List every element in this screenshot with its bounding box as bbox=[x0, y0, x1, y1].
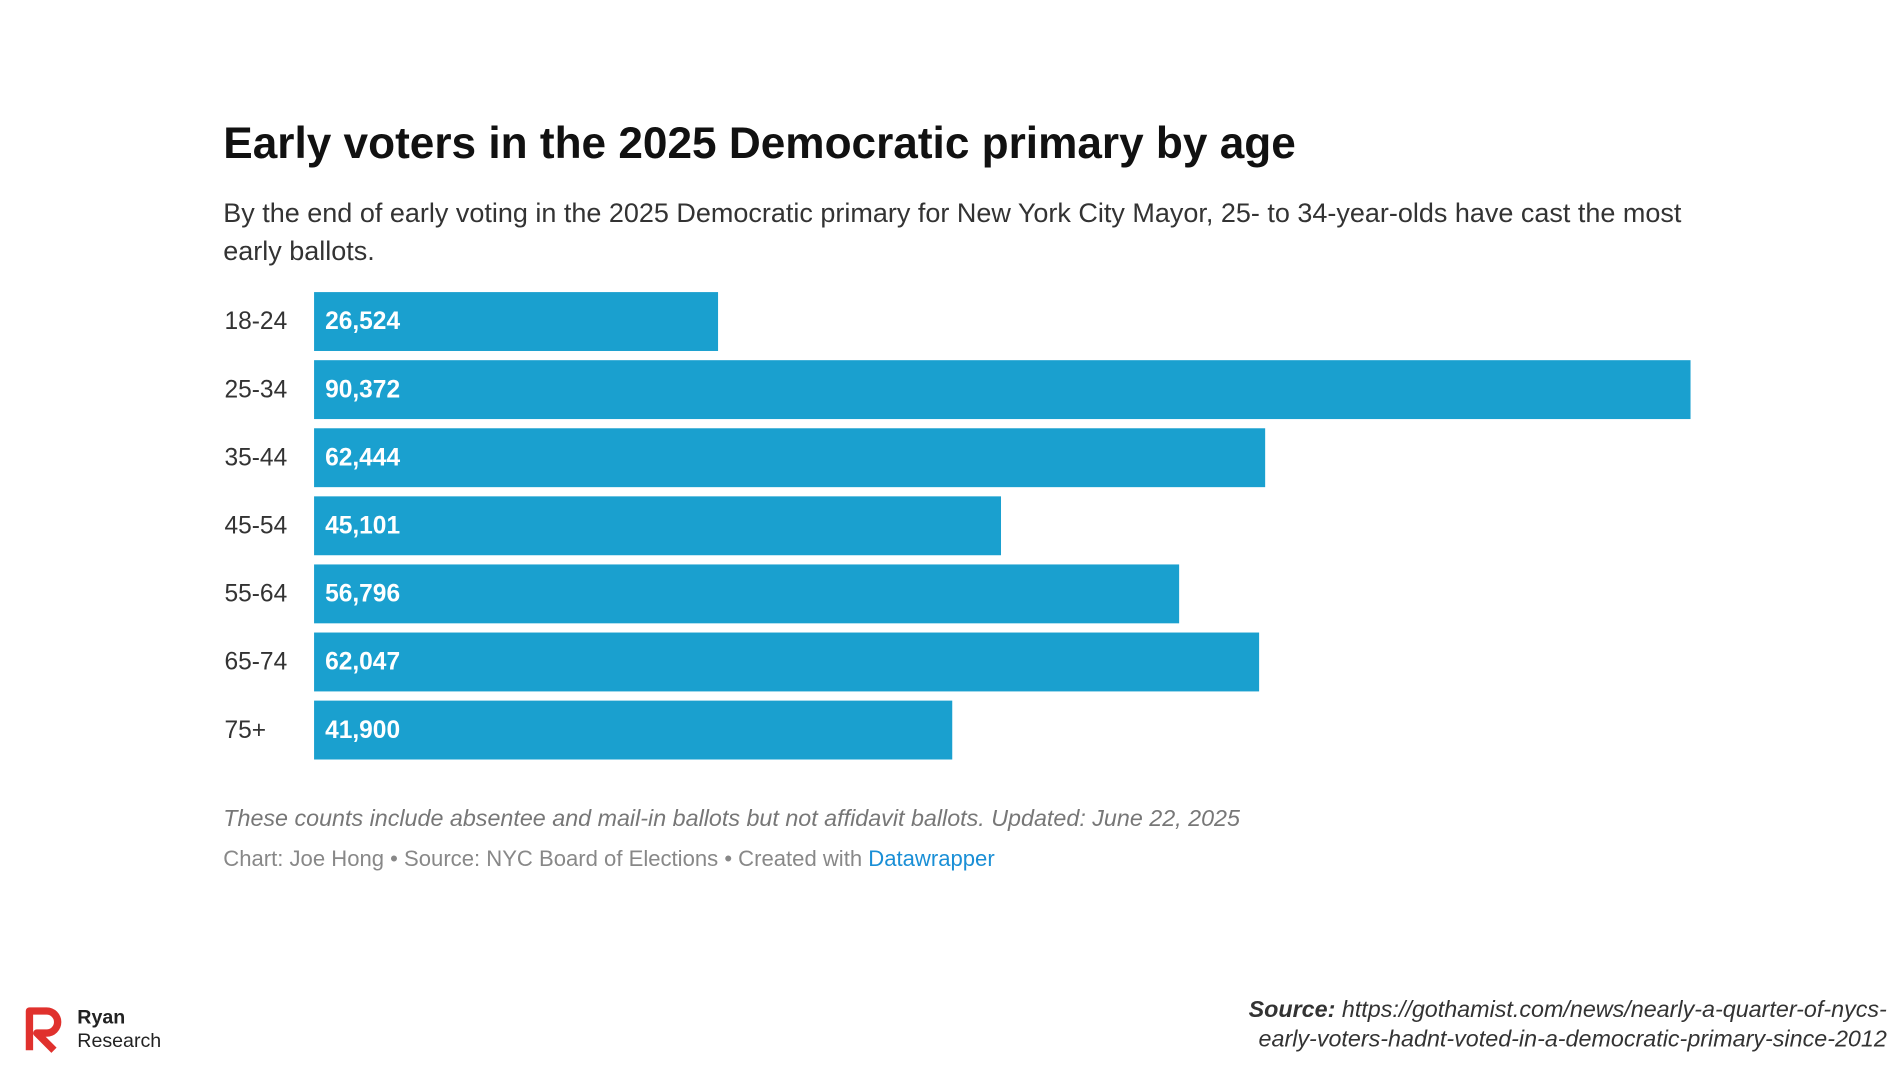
category-label: 75+ bbox=[225, 717, 267, 744]
category-label: 25-34 bbox=[225, 376, 288, 403]
source-box: Source: https://gothamist.com/news/nearl… bbox=[1205, 996, 1887, 1055]
bar-group: 18-24 26,524 25-34 90,372 35-44 62,444 45-54 45… bbox=[225, 292, 1691, 760]
logo-line2: Research bbox=[77, 1030, 161, 1052]
category-label: 55-64 bbox=[225, 581, 288, 608]
value-label: 62,444 bbox=[325, 444, 400, 471]
bar bbox=[314, 632, 1260, 692]
category-label: 45-54 bbox=[225, 513, 288, 540]
source-url: https://gothamist.com/news/nearly-a-quar… bbox=[1258, 997, 1887, 1053]
chart-note: These counts include absentee and mail-i… bbox=[223, 805, 1241, 831]
bar bbox=[314, 292, 719, 351]
logo-line1: Ryan bbox=[77, 1007, 125, 1029]
value-label: 41,900 bbox=[325, 717, 400, 744]
bar bbox=[314, 700, 953, 760]
logo-icon bbox=[25, 1007, 62, 1053]
category-label: 65-74 bbox=[225, 649, 288, 676]
credit-text: Chart: Joe Hong • Source: NYC Board of E… bbox=[223, 846, 862, 871]
bar bbox=[314, 564, 1180, 624]
chart-title: Early voters in the 2025 Democratic prim… bbox=[223, 119, 1296, 168]
bar bbox=[314, 428, 1266, 488]
source: Source: https://gothamist.com/news/nearl… bbox=[1205, 996, 1887, 1055]
bar bbox=[314, 496, 1002, 556]
category-label: 18-24 bbox=[225, 308, 288, 335]
chart-subtitle: By the end of early voting in the 2025 D… bbox=[223, 197, 1682, 267]
chart-credit: Chart: Joe Hong • Source: NYC Board of E… bbox=[223, 846, 994, 871]
logo: Ryan Research bbox=[25, 1007, 161, 1053]
value-label: 26,524 bbox=[325, 308, 400, 335]
credit-link[interactable]: Datawrapper bbox=[868, 846, 994, 871]
source-label: Source: bbox=[1248, 997, 1336, 1024]
category-label: 35-44 bbox=[225, 444, 288, 471]
value-label: 45,101 bbox=[325, 513, 400, 540]
bar bbox=[314, 360, 1691, 420]
value-label: 56,796 bbox=[325, 581, 400, 608]
value-label: 90,372 bbox=[325, 376, 400, 403]
subtitle-box: By the end of early voting in the 2025 D… bbox=[223, 197, 1682, 267]
value-label: 62,047 bbox=[325, 649, 400, 676]
